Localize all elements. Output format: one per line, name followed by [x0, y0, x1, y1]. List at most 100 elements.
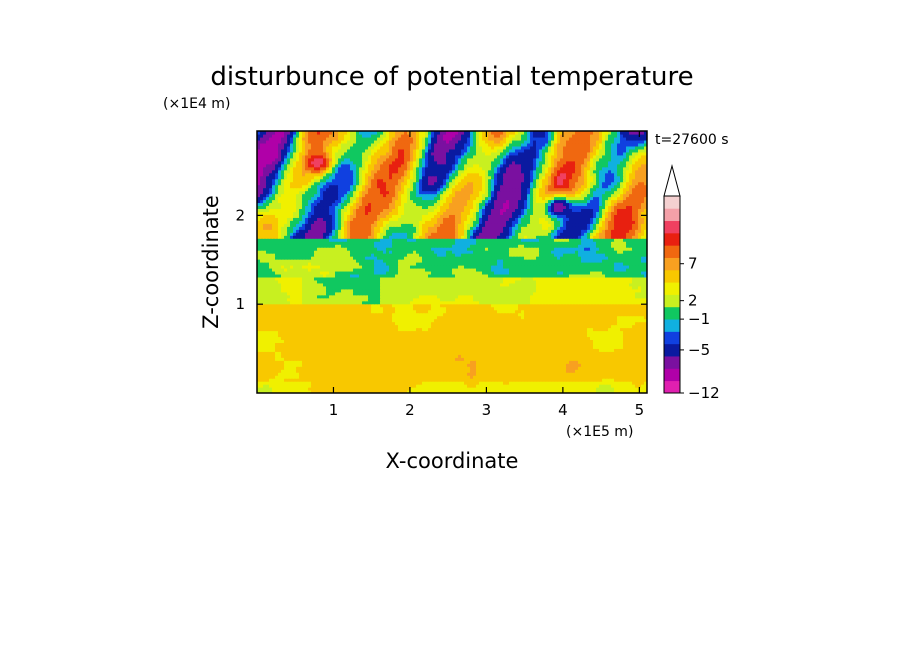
heatmap-cell: [422, 390, 426, 393]
heatmap-cell: [461, 303, 465, 308]
heatmap-cell: [347, 315, 351, 320]
heatmap-cell: [449, 294, 453, 299]
heatmap-cell: [605, 351, 609, 355]
heatmap-cell: [455, 387, 459, 391]
heatmap-cell: [461, 369, 465, 373]
heatmap-cell: [425, 342, 429, 346]
heatmap-cell: [422, 357, 426, 361]
heatmap-cell: [644, 330, 647, 335]
heatmap-cell: [623, 354, 627, 358]
heatmap-cell: [296, 342, 300, 346]
heatmap-cell: [494, 330, 498, 335]
heatmap-cell: [311, 345, 315, 349]
heatmap-cell: [503, 387, 507, 391]
heatmap-cell: [326, 309, 330, 314]
heatmap-cell: [596, 315, 600, 320]
heatmap-cell: [287, 321, 291, 326]
heatmap-cell: [308, 306, 312, 311]
heatmap-cell: [356, 351, 360, 355]
heatmap-cell: [563, 339, 567, 343]
heatmap-cell: [317, 300, 321, 305]
heatmap-cell: [329, 390, 333, 393]
heatmap-cell: [611, 387, 615, 391]
heatmap-cell: [347, 330, 351, 335]
heatmap-cell: [419, 342, 423, 346]
heatmap-cell: [518, 363, 522, 367]
heatmap-cell: [413, 291, 417, 296]
heatmap-cell: [422, 384, 426, 388]
heatmap-cell: [281, 342, 285, 346]
heatmap-cell: [383, 339, 387, 343]
heatmap-cell: [470, 348, 474, 352]
heatmap-cell: [482, 390, 486, 393]
heatmap-cell: [260, 294, 264, 299]
heatmap-cell: [407, 291, 411, 296]
heatmap-cell: [344, 345, 348, 349]
heatmap-cell: [563, 390, 567, 393]
heatmap-cell: [611, 321, 615, 326]
heatmap-cell: [332, 351, 336, 355]
heatmap-cell: [320, 297, 324, 302]
heatmap-cell: [491, 390, 495, 393]
heatmap-cell: [464, 333, 468, 338]
heatmap-cell: [581, 300, 585, 305]
heatmap-cell: [494, 381, 498, 385]
heatmap-cell: [374, 315, 378, 320]
heatmap-cell: [284, 363, 288, 367]
heatmap-cell: [317, 336, 321, 341]
heatmap-cell: [551, 324, 555, 329]
heatmap-cell: [584, 390, 588, 393]
heatmap-cell: [386, 390, 390, 393]
heatmap-cell: [521, 294, 525, 299]
heatmap-cell: [572, 354, 576, 358]
heatmap-cell: [323, 294, 327, 299]
heatmap-cell: [398, 336, 402, 341]
heatmap-cell: [551, 369, 555, 373]
heatmap-cell: [296, 366, 300, 370]
heatmap-cell: [617, 345, 621, 349]
heatmap-cell: [392, 330, 396, 335]
heatmap-cell: [278, 297, 282, 302]
heatmap-cell: [389, 381, 393, 385]
heatmap-cell: [572, 345, 576, 349]
heatmap-cell: [269, 333, 273, 338]
heatmap-cell: [506, 342, 510, 346]
heatmap-cell: [497, 297, 501, 302]
heatmap-cell: [641, 360, 645, 364]
heatmap-cell: [326, 357, 330, 361]
heatmap-cell: [341, 300, 345, 305]
heatmap-cell: [497, 357, 501, 361]
heatmap-cell: [620, 333, 624, 338]
heatmap-cell: [554, 369, 558, 373]
heatmap-cell: [428, 309, 432, 314]
heatmap-cell: [485, 339, 489, 343]
heatmap-cell: [296, 324, 300, 329]
heatmap-cell: [329, 321, 333, 326]
heatmap-cell: [548, 321, 552, 326]
heatmap-cell: [482, 336, 486, 341]
heatmap-cell: [419, 354, 423, 358]
heatmap-cell: [521, 351, 525, 355]
heatmap-cell: [572, 369, 576, 373]
heatmap-cell: [302, 330, 306, 335]
heatmap-cell: [545, 294, 549, 299]
heatmap-cell: [641, 342, 645, 346]
heatmap-cell: [398, 345, 402, 349]
heatmap-cell: [572, 336, 576, 341]
heatmap-cell: [368, 294, 372, 299]
heatmap-cell: [287, 354, 291, 358]
heatmap-cell: [590, 375, 594, 379]
heatmap-cell: [272, 294, 276, 299]
heatmap-cell: [341, 306, 345, 311]
heatmap-cell: [437, 342, 441, 346]
heatmap-cell: [461, 294, 465, 299]
heatmap-cell: [422, 327, 426, 332]
heatmap-cell: [263, 309, 267, 314]
heatmap-cell: [587, 363, 591, 367]
heatmap-cell: [632, 339, 636, 343]
heatmap-cell: [533, 318, 537, 323]
heatmap-cell: [350, 384, 354, 388]
heatmap-cell: [569, 294, 573, 299]
heatmap-cell: [599, 303, 603, 308]
heatmap-cell: [599, 339, 603, 343]
